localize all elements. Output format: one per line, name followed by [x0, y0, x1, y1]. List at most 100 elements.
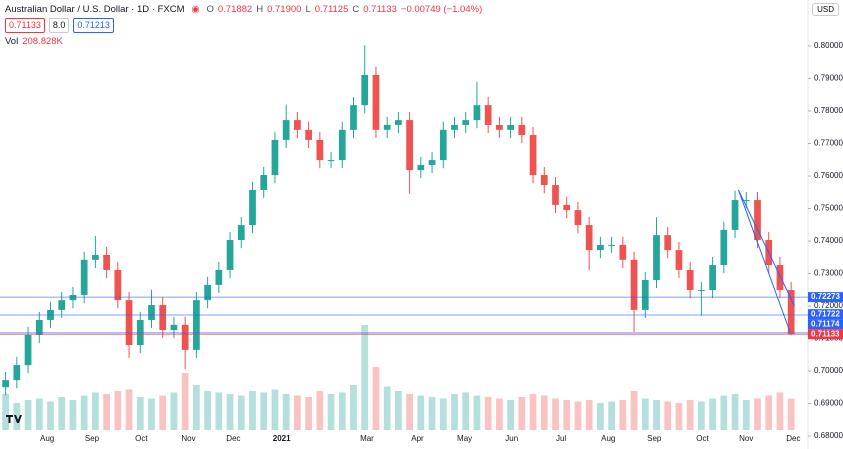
candle	[664, 227, 672, 259]
volume-bar	[282, 394, 290, 430]
candle-body	[574, 210, 582, 226]
candle	[215, 261, 223, 293]
volume-bar	[709, 398, 716, 430]
x-tick-label: Apr	[411, 434, 424, 443]
candle-body	[518, 124, 526, 136]
candle	[406, 111, 413, 194]
volume-bar	[608, 401, 615, 430]
candle	[35, 311, 43, 344]
candle-body	[181, 324, 189, 350]
candle	[608, 236, 615, 254]
candle-body	[13, 365, 21, 381]
candle-body	[787, 290, 795, 335]
y-tick-label: 0.78000	[814, 106, 843, 115]
candle-body	[125, 300, 133, 345]
candle	[58, 292, 66, 319]
volume-bar	[507, 400, 514, 430]
candle-body	[698, 290, 705, 292]
candle	[686, 261, 694, 299]
candle-body	[484, 105, 492, 125]
symbol: Australian Dollar / U.S. Dollar · 1D · F…	[5, 4, 185, 15]
eye-icon[interactable]: ◉	[191, 4, 200, 15]
candle	[653, 217, 660, 289]
y-tick-label: 0.74000	[814, 236, 843, 245]
candle-body	[776, 265, 784, 291]
volume-bar	[237, 395, 245, 430]
ask-box[interactable]: 0.71213	[73, 18, 114, 33]
candle-body	[282, 120, 290, 140]
candle-body	[92, 254, 99, 260]
candle	[92, 236, 99, 268]
volume-bar	[686, 400, 694, 430]
trend-line	[737, 189, 791, 333]
candle-body	[731, 200, 739, 230]
candle	[350, 97, 357, 138]
volume-bar	[13, 403, 21, 430]
candle-body	[720, 229, 728, 266]
symbol-row: Australian Dollar / U.S. Dollar · 1D · F…	[5, 3, 482, 16]
candle	[316, 131, 324, 169]
candle	[776, 256, 784, 299]
candle-body	[305, 129, 312, 140]
price-tag-label: 0.71174	[811, 319, 840, 328]
volume-bar	[552, 398, 559, 430]
candle	[641, 271, 649, 319]
candle	[619, 236, 627, 268]
candle	[630, 251, 638, 332]
x-tick-label: Oct	[696, 434, 709, 443]
volume-bar	[574, 401, 582, 430]
volume-bar	[417, 395, 425, 430]
x-tick-label: Jul	[556, 434, 566, 443]
ohlc-letter: O	[206, 4, 214, 15]
candle	[395, 111, 402, 134]
volume-bar	[136, 397, 144, 430]
candle-body	[552, 185, 559, 205]
candle	[383, 116, 391, 138]
candle-body	[417, 164, 425, 171]
candle	[451, 116, 458, 138]
y-tick-label: 0.79000	[814, 74, 843, 83]
candle-body	[653, 235, 660, 280]
volume-bar	[372, 367, 380, 430]
candle	[2, 371, 9, 396]
legend: Australian Dollar / U.S. Dollar · 1D · F…	[5, 3, 482, 50]
candle-body	[58, 300, 66, 310]
candle	[305, 121, 312, 149]
candle-body	[114, 269, 122, 301]
candle	[731, 190, 739, 239]
volume-bar	[226, 394, 234, 430]
volume-bar	[47, 401, 54, 430]
volume-bar	[765, 395, 773, 430]
candle-body	[338, 129, 346, 161]
volume-bar	[484, 397, 492, 430]
candle	[170, 316, 178, 339]
candle-body	[439, 129, 447, 161]
y-tick-label: 0.80000	[814, 41, 843, 50]
volume-bar	[204, 391, 211, 430]
candle	[552, 176, 559, 214]
volume-bar	[619, 400, 627, 430]
volume-bar	[664, 401, 672, 430]
y-tick-label: 0.77000	[814, 139, 843, 148]
y-tick-label: 0.76000	[814, 171, 843, 180]
price-tag	[808, 292, 843, 303]
ohlc-value: 0.71882	[217, 4, 253, 15]
currency-button[interactable]: USD	[812, 3, 839, 16]
x-tick-label: Oct	[135, 434, 148, 443]
candle	[125, 292, 133, 358]
volume-bar	[24, 400, 32, 430]
x-tick-label: Nov	[739, 434, 753, 443]
volume-bar	[518, 397, 526, 430]
volume-bar	[181, 373, 189, 430]
bid-box[interactable]: 0.71133	[5, 18, 45, 33]
candle-body	[451, 124, 458, 130]
candle-body	[103, 254, 110, 270]
candle-body	[249, 189, 256, 226]
y-tick-label: 0.73000	[814, 269, 843, 278]
volume-bar	[2, 394, 9, 430]
volume-bar	[451, 394, 458, 430]
volume-bar	[114, 391, 122, 430]
price-tag-label: 0.71133	[811, 329, 840, 338]
volume-bar	[641, 398, 649, 430]
